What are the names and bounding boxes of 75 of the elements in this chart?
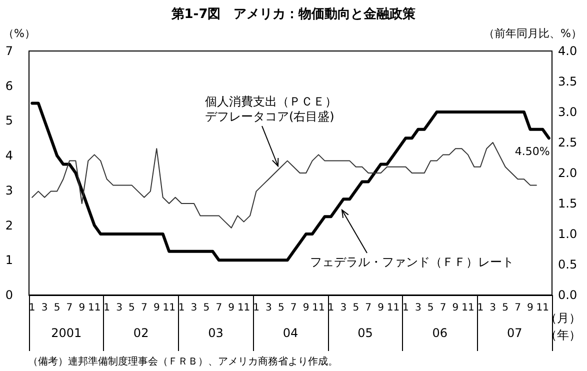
text: 05 — [358, 326, 373, 340]
y2-tick-label: 0.5 — [558, 258, 578, 272]
x-tick-label: 1 — [178, 302, 185, 314]
x-tick-label: 7 — [140, 302, 148, 314]
x-tick-label: 1 — [253, 302, 260, 314]
x-tick-label: 3 — [116, 302, 122, 314]
x-tick-label: 1 — [328, 302, 334, 314]
x-tick-label: 3 — [414, 302, 422, 314]
x-tick-label: 9 — [452, 302, 459, 314]
y-tick-label: 0 — [5, 288, 13, 302]
y-tick-label: 6 — [5, 78, 13, 93]
text: 02 — [133, 326, 149, 340]
text: 2001 — [51, 326, 82, 340]
text: （年） — [545, 328, 581, 342]
x-tick-label: 9 — [302, 302, 310, 314]
x-tick-label: 7 — [290, 302, 297, 314]
text: （備考）連邦準備制度理事会（ＦＲＢ）、アメリカ商務省より作成。 — [28, 356, 338, 368]
x-tick-label: 11 — [312, 302, 325, 314]
x-tick-label: 5 — [128, 302, 135, 314]
y-tick-label: 3 — [5, 183, 13, 198]
text: 04 — [282, 326, 298, 340]
x-tick-label: 9 — [153, 302, 160, 314]
y2-tick-label: 3.5 — [558, 74, 578, 88]
text: 06 — [432, 326, 448, 340]
y-tick-label: 7 — [5, 44, 13, 58]
y-tick-label: 4 — [5, 148, 13, 163]
text: 07 — [507, 326, 522, 340]
y2-tick-label: 3.0 — [558, 105, 578, 119]
x-tick-label: 11 — [536, 302, 550, 314]
x-tick-label: 3 — [41, 302, 48, 314]
annotation: 4.50% — [514, 145, 550, 158]
x-tick-label: 7 — [66, 302, 73, 314]
x-tick-label: 9 — [228, 302, 235, 314]
x-tick-label: 11 — [162, 302, 176, 314]
text: （月） — [545, 311, 581, 325]
x-tick-label: 5 — [54, 302, 60, 314]
x-tick-label: 3 — [266, 302, 272, 314]
y2-axis-title: （前年同月比、%） — [484, 27, 582, 40]
y-tick-label: 5 — [5, 114, 13, 128]
x-tick-label: 1 — [104, 302, 110, 314]
x-tick-label: 9 — [378, 302, 384, 314]
x-tick-label: 1 — [28, 302, 36, 314]
x-tick-label: 11 — [237, 302, 250, 314]
y2-tick-label: 1.0 — [558, 227, 578, 241]
x-tick-label: 3 — [340, 302, 347, 314]
y2-tick-label: 2.5 — [558, 136, 578, 150]
y-axis-title: （%） — [3, 27, 36, 40]
x-tick-label: 7 — [365, 302, 372, 314]
x-tick-label: 7 — [514, 302, 521, 314]
y2-tick-label: 4.0 — [558, 44, 578, 58]
x-tick-label: 3 — [490, 302, 496, 314]
x-tick-label: 11 — [462, 302, 474, 314]
x-tick-label: 5 — [502, 302, 508, 314]
text: 個人消費支出（ＰＣＥ）デフレータコア(右目盛) — [205, 94, 337, 124]
y-tick-label: 1 — [5, 253, 13, 268]
y-tick-label: 2 — [5, 218, 13, 232]
series-label: フェデラル・ファンド（ＦＦ）レート — [310, 255, 514, 269]
x-tick-label: 7 — [440, 302, 446, 314]
chart-title: 第1-7図 アメリカ：物価動向と金融政策 — [170, 7, 417, 22]
y2-tick-label: 2.0 — [558, 166, 578, 180]
x-tick-label: 9 — [527, 302, 534, 314]
x-tick-label: 5 — [278, 302, 284, 314]
y2-tick-label: 1.5 — [558, 196, 578, 210]
x-tick-label: 5 — [203, 302, 210, 314]
x-tick-label: 11 — [386, 302, 400, 314]
x-tick-label: 5 — [427, 302, 434, 314]
x-tick-label: 1 — [477, 302, 484, 314]
x-tick-label: 3 — [190, 302, 198, 314]
x-tick-label: 9 — [78, 302, 86, 314]
x-tick-label: 5 — [352, 302, 360, 314]
x-tick-label: 11 — [88, 302, 101, 314]
x-tick-label: 7 — [216, 302, 222, 314]
y2-tick-label: 0.0 — [558, 288, 578, 302]
text: 03 — [208, 326, 224, 340]
x-tick-label: 1 — [402, 302, 409, 314]
